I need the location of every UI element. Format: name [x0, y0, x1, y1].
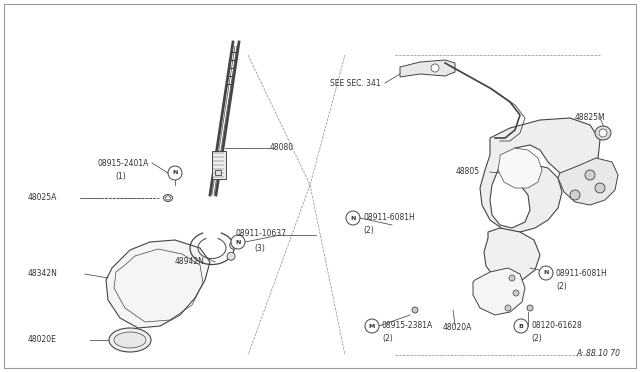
Circle shape [227, 252, 235, 260]
Circle shape [539, 266, 553, 280]
Text: A· 88 10 70: A· 88 10 70 [576, 349, 620, 358]
Polygon shape [473, 268, 525, 315]
Ellipse shape [599, 129, 607, 137]
Text: N: N [172, 170, 178, 176]
Circle shape [595, 183, 605, 193]
Text: 08120-61628: 08120-61628 [531, 321, 582, 330]
Text: 48025A: 48025A [28, 193, 58, 202]
Ellipse shape [114, 332, 146, 348]
Circle shape [168, 166, 182, 180]
Polygon shape [558, 158, 618, 205]
Circle shape [570, 190, 580, 200]
Circle shape [513, 290, 519, 296]
Text: B: B [518, 324, 524, 328]
Circle shape [514, 319, 528, 333]
Ellipse shape [166, 196, 170, 200]
Ellipse shape [163, 195, 173, 202]
Text: 48342N: 48342N [28, 269, 58, 279]
Text: (2): (2) [531, 334, 541, 343]
Text: 08915-2381A: 08915-2381A [382, 321, 433, 330]
Text: 08911-10637: 08911-10637 [236, 230, 287, 238]
Text: (1): (1) [115, 173, 125, 182]
Text: 08911-6081H: 08911-6081H [556, 269, 608, 278]
Circle shape [346, 211, 360, 225]
Polygon shape [106, 240, 210, 328]
Polygon shape [498, 148, 542, 188]
Text: (3): (3) [254, 244, 265, 253]
Circle shape [230, 241, 237, 249]
Polygon shape [400, 60, 455, 77]
Text: 48020A: 48020A [443, 324, 472, 333]
Text: 48805: 48805 [456, 167, 480, 176]
Ellipse shape [109, 328, 151, 352]
Circle shape [585, 170, 595, 180]
Text: N: N [543, 270, 548, 276]
Text: 48020E: 48020E [28, 336, 57, 344]
Text: SEE SEC. 341: SEE SEC. 341 [330, 78, 381, 87]
FancyBboxPatch shape [214, 170, 221, 175]
Text: (2): (2) [382, 334, 393, 343]
Circle shape [505, 305, 511, 311]
Text: 08915-2401A: 08915-2401A [97, 158, 148, 167]
Text: 48942N: 48942N [175, 257, 205, 266]
Circle shape [431, 64, 439, 72]
Circle shape [412, 307, 418, 313]
Text: (2): (2) [556, 282, 567, 291]
Ellipse shape [595, 126, 611, 140]
Polygon shape [480, 118, 600, 232]
Text: M: M [369, 324, 375, 328]
Circle shape [231, 235, 245, 249]
Text: 48825M: 48825M [575, 113, 605, 122]
Text: 48080: 48080 [270, 144, 294, 153]
Text: N: N [350, 215, 356, 221]
Text: N: N [236, 240, 241, 244]
Polygon shape [484, 228, 540, 283]
FancyBboxPatch shape [211, 151, 225, 179]
Text: (2): (2) [363, 227, 374, 235]
Circle shape [365, 319, 379, 333]
Circle shape [527, 305, 533, 311]
Text: 08911-6081H: 08911-6081H [363, 214, 415, 222]
Circle shape [509, 275, 515, 281]
